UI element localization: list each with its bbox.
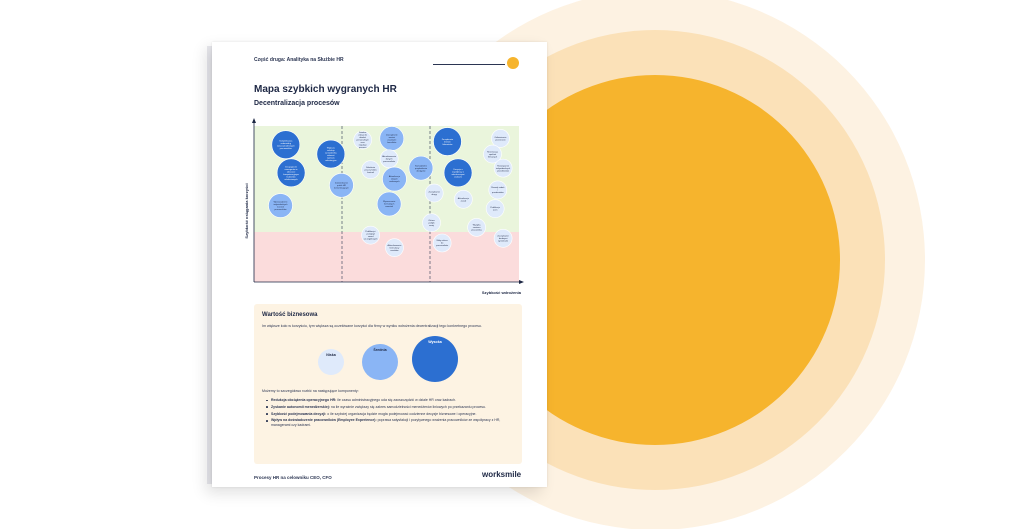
- chart-bubble-label: Wyznaczanie formalnych samotek: [383, 201, 396, 208]
- chart-bubble: [467, 218, 486, 237]
- chart-bubble-label: Decyzyjność managerów w obszarze kompetency…: [283, 166, 299, 181]
- chart-bubble-label: Większa selekcja samodzielna zdarzeń wymiaru…: [325, 148, 338, 163]
- legend-wysoka: Wysoka: [412, 336, 458, 382]
- y-axis-label: Szybkość osiągania korzyści: [244, 183, 249, 238]
- header-badge-icon: [507, 57, 519, 69]
- legend-srednia-label: Średnia: [373, 348, 387, 352]
- header-rule: [433, 64, 505, 65]
- chart-bubble-label: Zarządzanie limitem kilometrów: [442, 138, 454, 146]
- chart-bubble: [422, 213, 441, 233]
- footer-text: Procesy HR na celowniku CEO, CFO: [254, 475, 332, 480]
- y-axis-arrow-icon: [252, 118, 256, 123]
- list-item-term: Redukcja obciążenia operacyjnego HR:: [271, 398, 337, 402]
- list-item: Szybkość podejmowania decyzji: o ile szy…: [266, 412, 514, 417]
- x-axis-arrow-icon: [519, 280, 524, 284]
- chart-bubble: [433, 127, 462, 156]
- legend-niska-label: Niska: [326, 353, 336, 357]
- list-item-text: poprawa satysfakcji i pozytywnego wrażen…: [271, 418, 501, 428]
- chart-bubble: [432, 233, 452, 253]
- list-item: Zyskanie autonomii menedżerskiej: na ile…: [266, 405, 514, 410]
- chart-bubble: [268, 193, 293, 218]
- list-item-term: Zyskanie autonomii menedżerskiej:: [271, 404, 330, 409]
- list-item-term: Szybkość podejmowania decyzji:: [271, 411, 327, 416]
- list-item: Wpływ na doświadczenie pracowników (Empl…: [266, 418, 514, 428]
- legend-wysoka-label: Wysoka: [428, 340, 442, 344]
- chart-bubble-label: Publikacja ocen: [490, 207, 500, 212]
- chart-bubble: [353, 130, 372, 150]
- chart-bubble: [316, 139, 346, 169]
- chart-bubble: [491, 129, 510, 148]
- page-title: Mapa szybkich wygranych HR: [254, 84, 397, 95]
- chart-bubble-label: Kompleksowa onboarding nowozatrudnionych pr…: [277, 141, 296, 151]
- chart-bubble: [483, 144, 502, 164]
- chart-bubble: [276, 158, 306, 188]
- section-header: Część druga: Analityka na Służbie HR: [254, 57, 344, 63]
- chart-bubble-label: Zarządzanie swoimi zasobami benefitów: [386, 133, 398, 144]
- chart-bubble: [385, 238, 404, 257]
- panel-title: Wartość biznesowa: [262, 312, 318, 318]
- chart-bubble-label: Rozwiązanie indywidualnych przedmiotów: [496, 165, 511, 172]
- chart-bubble: [379, 149, 399, 169]
- list-item: Redukcja obciążenia operacyjnego HR: ile…: [266, 398, 514, 403]
- list-item-text: ile czasu administracyjnego uda się zaos…: [336, 398, 456, 402]
- chart-bubble-label: Zakres polityk mniej: [428, 219, 435, 227]
- chart-bubble: [361, 225, 380, 245]
- chart-bubble-label: Publikacja i przegląd zasad szczegółowych: [364, 231, 379, 241]
- chart-bubble: [485, 199, 505, 218]
- list-item-text: na ile wyraźnie zwiększy się zakres samo…: [329, 404, 486, 409]
- chart-bubble-label: Rezerwacja spotkań firmowych: [487, 150, 499, 158]
- chart-bubble-label: Mały zakres do pracowników: [436, 239, 449, 247]
- chart-bubble: [443, 158, 473, 188]
- chart-bubble-label: Aktualizacja zasad: [458, 197, 470, 203]
- x-axis-label: Szybkość wdrożenia: [482, 290, 522, 295]
- chart-bubble-label: Zarządzanie drogą: [428, 191, 440, 197]
- chart-bubble: [376, 191, 402, 217]
- chart-bubble-label: Aktualizowanie formularzy zasobów: [388, 244, 403, 252]
- chart-bubble-label: Aktualizacja danych osobowych: [389, 175, 401, 183]
- chart-bubble: [424, 183, 444, 203]
- zone-bottom: [254, 232, 519, 282]
- chart-bubble-label: Dzielnie zakup do działań personalnych oraz r…: [356, 132, 369, 149]
- chart-bubble: [408, 155, 434, 181]
- document-page: Część druga: Analityka na Służbie HR Map…: [212, 42, 547, 487]
- chart-bubble-label: Zatwierdzanie próśb HR komunikujących: [334, 181, 350, 189]
- chart-bubble-label: Zarządzanie drobnymi systemami: [497, 235, 509, 243]
- page-subtitle: Decentralizacja procesów: [254, 100, 340, 107]
- chart-bubble: [361, 160, 380, 179]
- page-edge: [207, 46, 213, 484]
- chart-bubble-label: Odświeżenie przestrzeni: [494, 137, 507, 142]
- list-item-term: Wpływ na doświadczenie pracowników (Empl…: [271, 418, 377, 423]
- chart-bubble: [493, 158, 513, 178]
- list-item-text: o ile szybciej organizacja będzie mogła …: [326, 411, 477, 416]
- business-value-panel: Wartość biznesowa Im większe koło w korz…: [254, 304, 522, 464]
- chart-bubble: [488, 180, 508, 200]
- chart-bubble-label: Samodzielne przydzielenie dostępów: [415, 165, 428, 172]
- chart-bubble-label: Wysyłka zestawu pracownika: [471, 225, 482, 232]
- brand-logo: worksmile: [482, 470, 522, 479]
- quick-wins-chart: Kompleksowa onboarding nowozatrudnionych pr…: [244, 118, 524, 295]
- chart-bubble: [329, 172, 354, 198]
- chart-bubble-label: Decyzje o współpracy z zakończonymi osobami: [451, 169, 465, 179]
- components-list: Redukcja obciążenia operacyjnego HR: ile…: [266, 398, 514, 430]
- chart-bubble-label: Szkolenie pracowników kontroli: [365, 167, 378, 174]
- panel-description: Im większe koło w korzyściu, tym większa…: [262, 324, 482, 328]
- panel-intro: Możemy to szczegółowo rozbić na następuj…: [262, 389, 359, 393]
- chart-bubble: [271, 130, 301, 160]
- chart-bubble: [382, 166, 407, 192]
- chart-bubble: [454, 190, 473, 209]
- chart-bubble: [493, 229, 513, 248]
- legend-srednia: Średnia: [362, 344, 398, 380]
- legend-niska: Niska: [318, 349, 344, 375]
- chart-bubble-label: Aktualizowanie danych pracowników: [382, 155, 397, 163]
- chart-bubble-label: Wprowadzenie indywidualnych ścieżek pracown…: [273, 201, 288, 212]
